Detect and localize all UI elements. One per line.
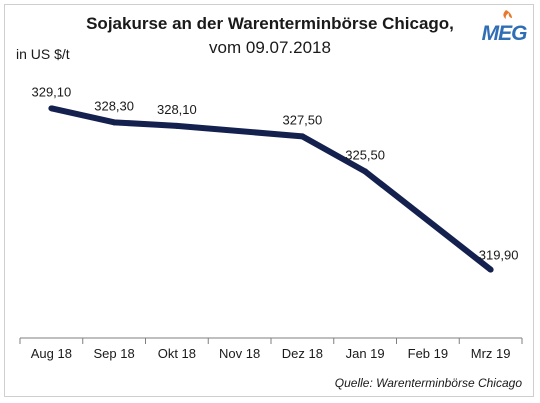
- series-line: [50, 105, 493, 272]
- data-label: 319,90: [479, 248, 519, 263]
- chart-subtitle: vom 09.07.2018: [209, 38, 331, 57]
- data-label: 328,10: [157, 102, 197, 117]
- data-point: [362, 168, 369, 175]
- data-point: [299, 133, 306, 140]
- meg-logo: MEG: [476, 6, 532, 46]
- data-point: [173, 122, 180, 129]
- data-point: [48, 105, 55, 112]
- chart-title: Sojakurse an der Warenterminbörse Chicag…: [86, 14, 454, 33]
- x-tick-label: Mrz 19: [471, 346, 511, 361]
- logo-text: MEG: [481, 22, 528, 45]
- data-label: 328,30: [94, 98, 134, 113]
- data-label: 329,10: [31, 84, 71, 99]
- data-point: [111, 119, 118, 126]
- x-tick-label: Feb 19: [408, 346, 448, 361]
- source-note: Quelle: Warenterminbörse Chicago: [334, 376, 522, 390]
- y-axis-label: in US $/t: [16, 46, 70, 62]
- chart-frame: [4, 4, 534, 397]
- x-tick-label: Jan 19: [346, 346, 385, 361]
- flame-icon: [503, 10, 512, 19]
- x-tick-label: Sep 18: [94, 346, 135, 361]
- x-tick-label: Okt 18: [158, 346, 196, 361]
- x-tick-label: Nov 18: [219, 346, 260, 361]
- x-tick-label: Aug 18: [31, 346, 72, 361]
- data-label: 325,50: [345, 147, 385, 162]
- data-label: 327,50: [282, 112, 322, 127]
- data-point: [487, 266, 494, 273]
- x-tick-label: Dez 18: [282, 346, 323, 361]
